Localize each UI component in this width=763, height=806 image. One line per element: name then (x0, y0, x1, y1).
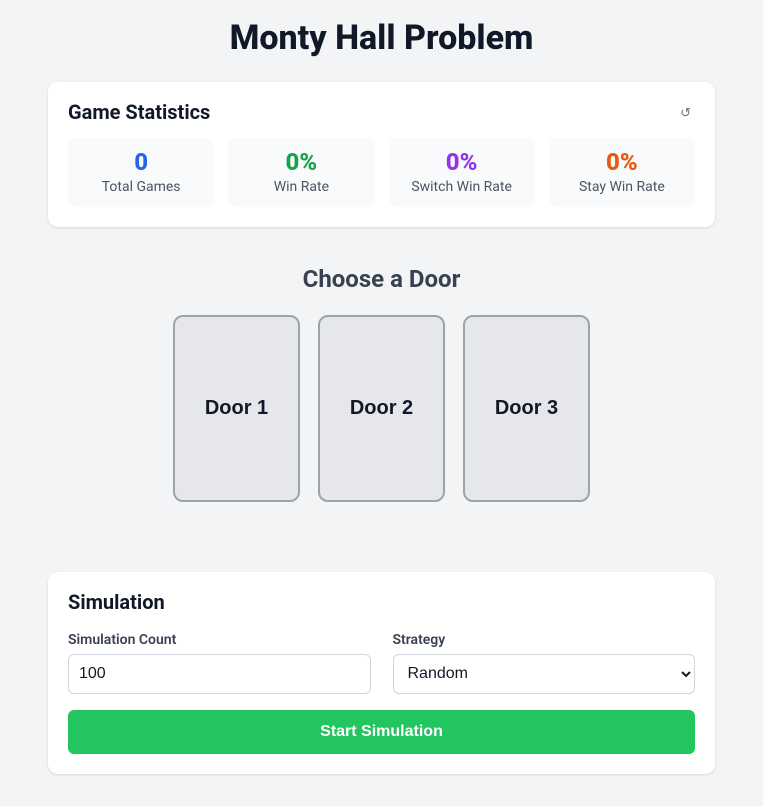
stat-value: 0% (395, 148, 529, 177)
reset-icon: ↺ (680, 105, 691, 120)
stat-total-games: 0 Total Games (68, 138, 214, 207)
stat-label: Switch Win Rate (395, 179, 529, 195)
door-2[interactable]: Door 2 (318, 315, 445, 502)
simulation-controls: Simulation Count Strategy Random (68, 632, 695, 694)
stat-value: 0% (234, 148, 368, 177)
page-root: Monty Hall Problem Game Statistics ↺ 0 T… (0, 0, 763, 806)
simulation-count-field: Simulation Count (68, 632, 371, 694)
reset-stats-button[interactable]: ↺ (676, 104, 695, 121)
simulation-count-label: Simulation Count (68, 632, 371, 648)
page-title: Monty Hall Problem (48, 18, 715, 58)
stat-value: 0 (74, 148, 208, 177)
choose-heading: Choose a Door (48, 265, 715, 293)
simulation-heading: Simulation (68, 590, 695, 614)
stats-title: Game Statistics (68, 100, 210, 124)
door-1[interactable]: Door 1 (173, 315, 300, 502)
stat-win-rate: 0% Win Rate (228, 138, 374, 207)
stat-label: Total Games (74, 179, 208, 195)
doors-row: Door 1 Door 2 Door 3 (48, 315, 715, 502)
strategy-label: Strategy (393, 632, 696, 648)
start-simulation-button[interactable]: Start Simulation (68, 710, 695, 754)
start-simulation-label: Start Simulation (320, 723, 443, 740)
stats-card: Game Statistics ↺ 0 Total Games 0% Win R… (48, 82, 715, 227)
stat-value: 0% (555, 148, 689, 177)
door-label: Door 3 (495, 397, 558, 420)
door-label: Door 2 (350, 397, 413, 420)
stat-label: Win Rate (234, 179, 368, 195)
simulation-card: Simulation Simulation Count Strategy Ran… (48, 572, 715, 774)
stats-grid: 0 Total Games 0% Win Rate 0% Switch Win … (68, 138, 695, 207)
door-3[interactable]: Door 3 (463, 315, 590, 502)
stats-header: Game Statistics ↺ (68, 100, 695, 124)
stat-stay-win-rate: 0% Stay Win Rate (549, 138, 695, 207)
strategy-field: Strategy Random (393, 632, 696, 694)
door-label: Door 1 (205, 397, 268, 420)
stat-switch-win-rate: 0% Switch Win Rate (389, 138, 535, 207)
strategy-select[interactable]: Random (393, 654, 696, 694)
stat-label: Stay Win Rate (555, 179, 689, 195)
simulation-count-input[interactable] (68, 654, 371, 694)
